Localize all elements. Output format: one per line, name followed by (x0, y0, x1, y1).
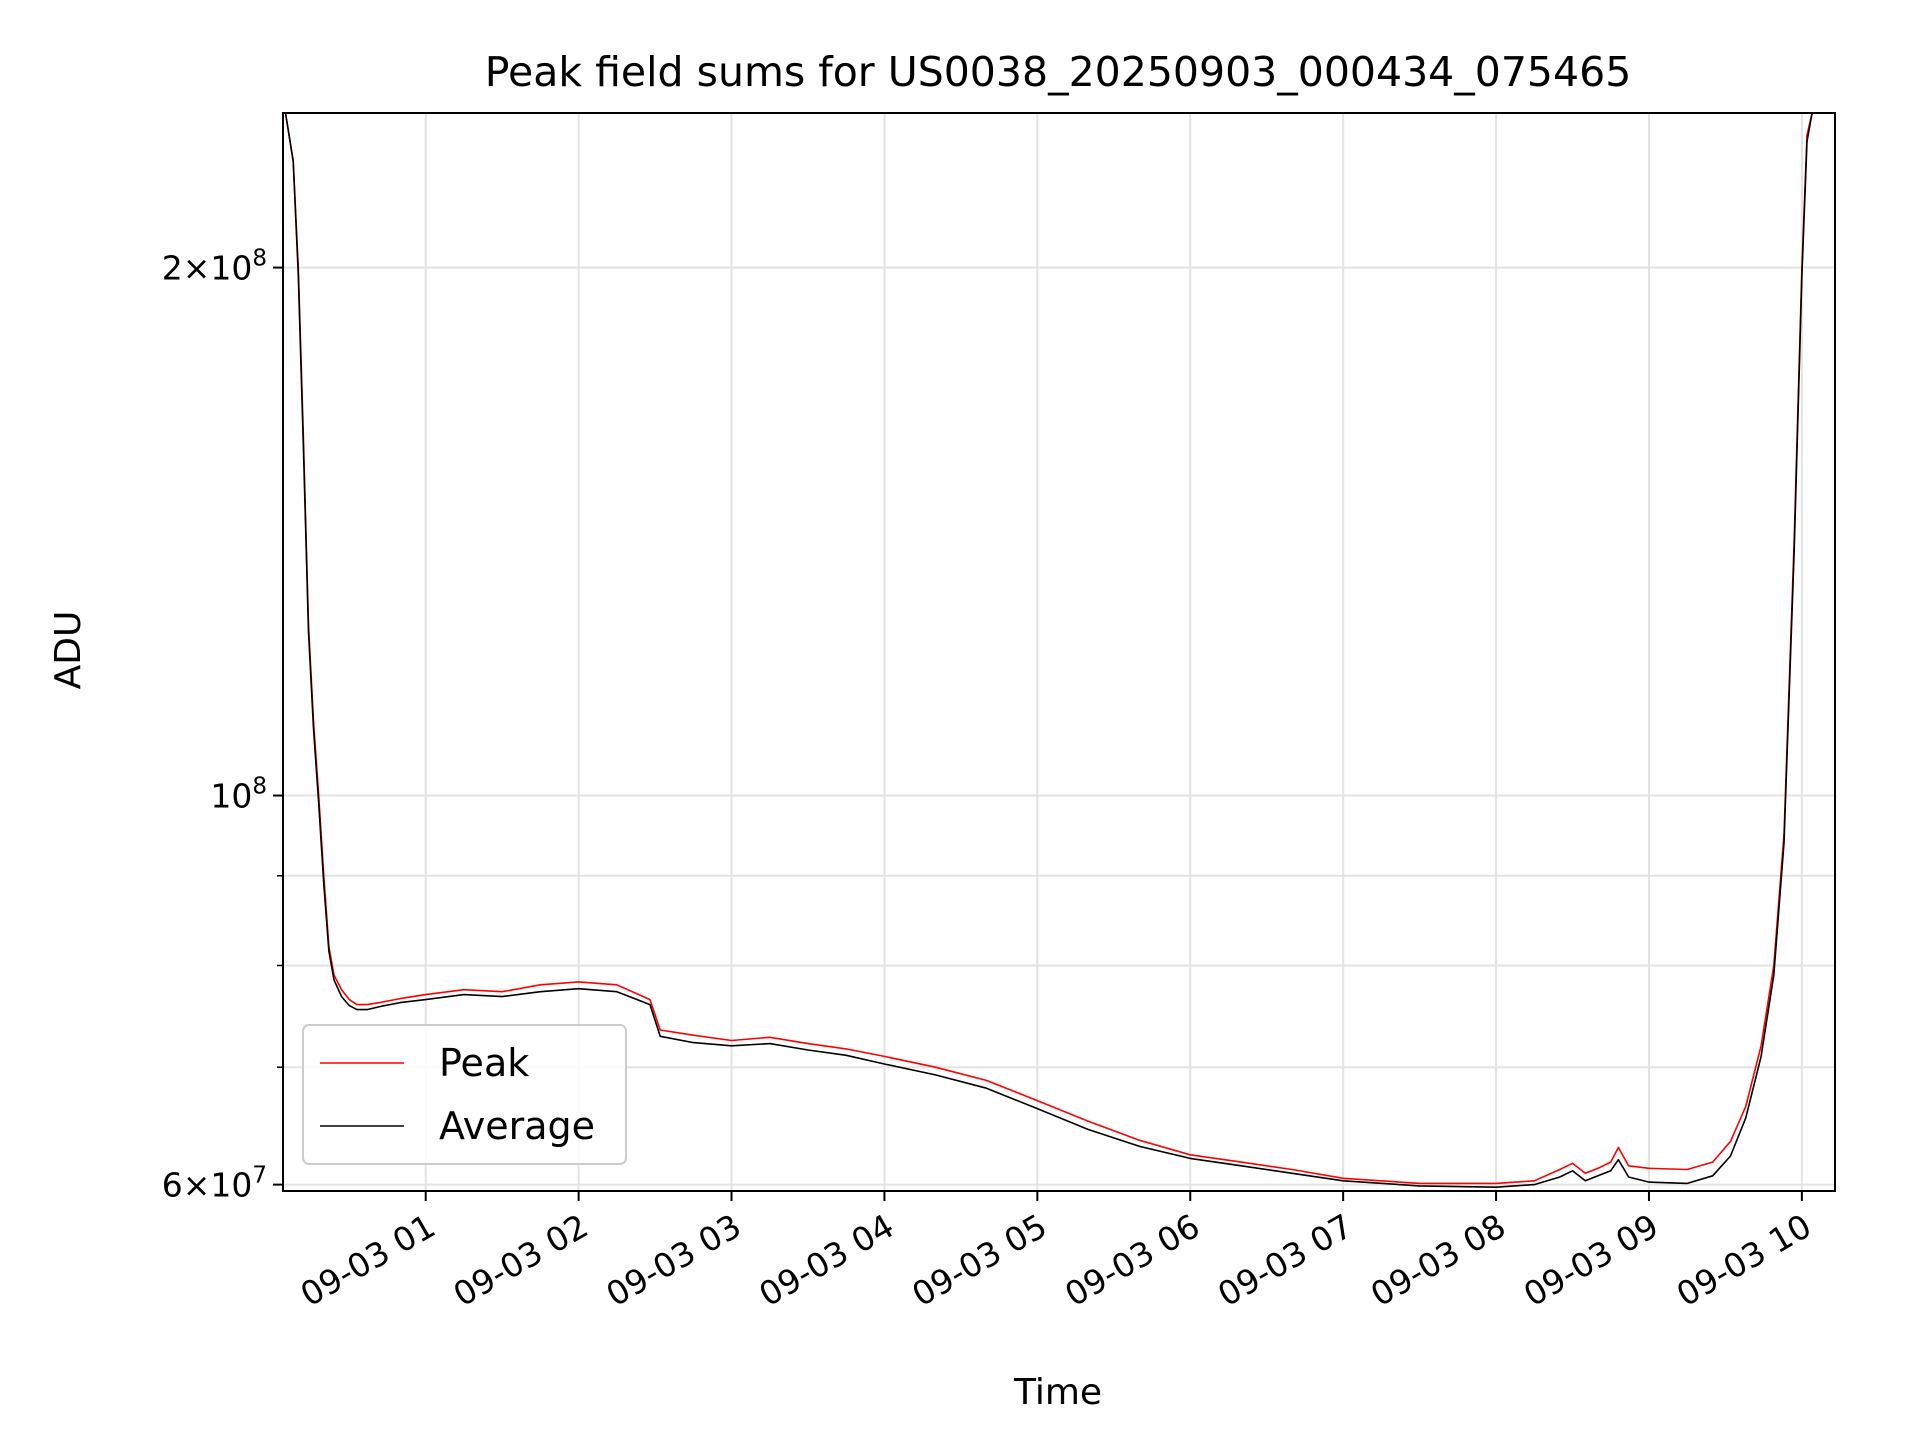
legend: Peak Average (302, 1024, 627, 1165)
series-layer (284, 113, 1820, 1188)
legend-box (302, 1024, 627, 1165)
y-tick-label: 108 (210, 774, 267, 816)
y-tick-label: 6×107 (162, 1163, 267, 1205)
grid-layer (283, 113, 1835, 1191)
series-line-peak (284, 113, 1820, 1185)
y-tick-label: 2×108 (162, 246, 267, 288)
y-axis-label: ADU (48, 611, 89, 690)
plot-frame (282, 112, 1836, 1192)
x-axis-label: Time (1013, 1372, 1102, 1413)
legend-label-average: Average (439, 1104, 595, 1148)
legend-label-peak: Peak (439, 1041, 529, 1085)
series-line-average (284, 113, 1820, 1188)
chart-title: Peak field sums for US0038_20250903_0004… (485, 48, 1632, 96)
